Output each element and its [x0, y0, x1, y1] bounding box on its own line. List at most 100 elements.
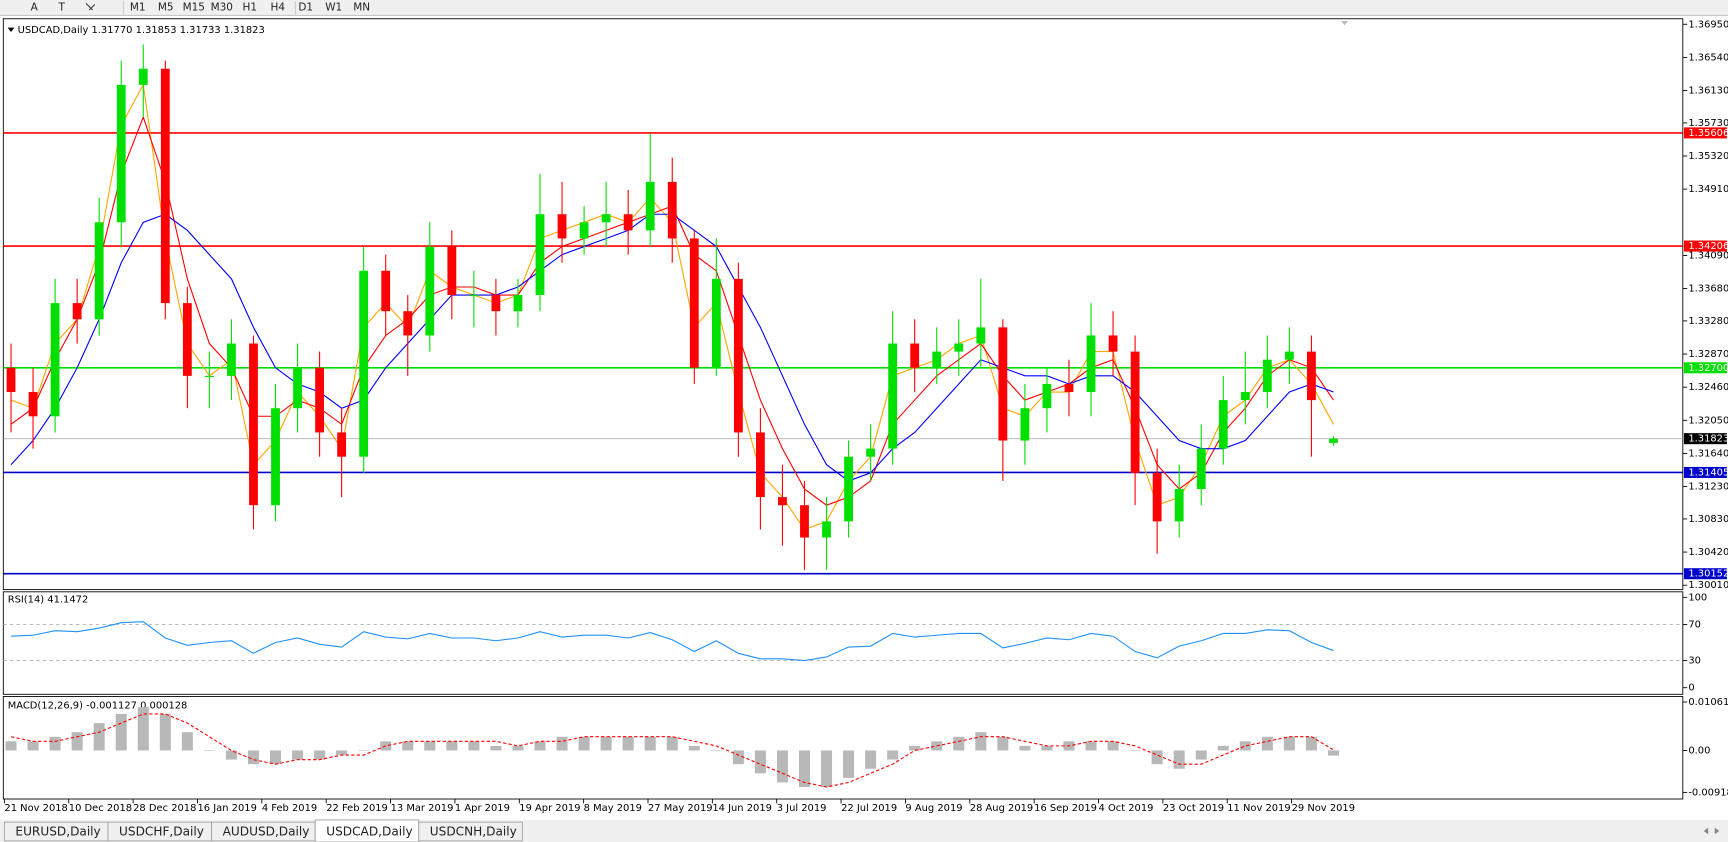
x-tick-label: 3 Jul 2019: [777, 803, 827, 814]
toolbar-bg: [0, 0, 1728, 16]
candle-body: [1284, 351, 1294, 360]
candle-body: [204, 375, 214, 377]
tool-button[interactable]: T: [58, 2, 66, 14]
macd-bar: [71, 732, 83, 751]
pencil-icon[interactable]: [85, 2, 96, 11]
macd-bar: [688, 745, 700, 751]
candle-body: [28, 392, 38, 417]
level-label: 1.31405: [1688, 467, 1728, 478]
candle-body: [844, 456, 853, 522]
candle-body: [1108, 335, 1118, 352]
y-tick-label: 1.31640: [1688, 448, 1728, 459]
rsi-pane: [2, 591, 1684, 695]
x-tick-label: 9 Aug 2019: [905, 803, 962, 814]
macd-bar: [1129, 750, 1141, 752]
x-tick-label: 8 May 2019: [584, 803, 642, 814]
macd-bar: [1107, 741, 1119, 751]
y-tick-label: 1.32870: [1688, 349, 1728, 360]
timeframe-button[interactable]: M5: [158, 2, 174, 14]
tab-label[interactable]: USDCHF,Daily: [119, 825, 204, 839]
x-tick-label: 28 Aug 2019: [970, 803, 1033, 814]
macd-bar: [1019, 745, 1031, 751]
x-tick-label: 10 Dec 2018: [69, 803, 132, 814]
macd-bar: [159, 713, 171, 751]
tab-scroll[interactable]: [1703, 827, 1720, 835]
candle-body: [160, 68, 170, 304]
candle-body: [425, 246, 435, 336]
x-tick-label: 29 Nov 2019: [1292, 803, 1355, 814]
level-label-bg: [1683, 240, 1727, 252]
candle-body: [1307, 351, 1316, 401]
macd-bar: [358, 750, 370, 752]
macd-bar: [887, 750, 899, 760]
macd-bar: [115, 713, 127, 751]
x-tick-label: 16 Jan 2019: [197, 803, 256, 814]
y-tick-label: 1.35730: [1688, 118, 1728, 129]
y-tick-label: 1.30830: [1688, 514, 1728, 525]
timeframe-button[interactable]: W1: [325, 2, 342, 14]
x-tick-label: 13 Mar 2019: [391, 803, 454, 814]
candle-body: [888, 343, 898, 449]
main-pane: [2, 18, 1684, 591]
candle-body: [733, 278, 743, 433]
candle-body: [1196, 448, 1206, 490]
candle-body: [667, 181, 677, 239]
macd-tick-label: 0.010615: [1688, 697, 1728, 708]
macd-bar: [556, 736, 568, 751]
tab-label[interactable]: USDCAD,Daily: [326, 825, 412, 839]
y-tick-label: 1.34090: [1688, 250, 1728, 261]
candle-body: [645, 181, 655, 231]
timeframe-button[interactable]: H4: [270, 2, 285, 14]
menu-arrow[interactable]: [7, 27, 15, 32]
candle-body: [535, 214, 545, 296]
x-tick-label: 1 Apr 2019: [455, 803, 510, 814]
macd-bar: [49, 736, 61, 751]
candle-body: [579, 222, 589, 239]
tool-button[interactable]: A: [31, 2, 39, 14]
candle-body: [72, 303, 82, 320]
macd-bar: [27, 741, 39, 751]
macd-title: MACD(12,26,9) -0.001127 0.000128: [8, 700, 188, 711]
macd-bar: [821, 750, 833, 787]
candle-body: [1042, 383, 1052, 409]
macd-bar: [446, 741, 458, 751]
timeframe-button[interactable]: M30: [211, 2, 233, 14]
candle-body: [866, 448, 876, 457]
candle-body: [271, 408, 280, 506]
macd-bar: [93, 723, 105, 751]
y-tick-label: 1.36540: [1688, 52, 1728, 63]
macd-bar: [270, 750, 282, 765]
candle-body: [1329, 438, 1338, 443]
macd-bar: [578, 736, 590, 751]
macd-bar: [754, 750, 766, 774]
macd-bar: [1327, 750, 1339, 756]
timeframe-button[interactable]: MN: [353, 2, 370, 14]
macd-bar: [512, 745, 524, 751]
macd-bar: [1195, 750, 1207, 760]
macd-bar: [600, 736, 612, 751]
x-tick-label: 14 Jun 2019: [712, 803, 772, 814]
timeframe-button[interactable]: M1: [130, 2, 146, 14]
macd-bar: [534, 741, 546, 751]
timeframe-button[interactable]: M15: [183, 2, 205, 14]
macd-bar: [490, 745, 502, 751]
tab-label[interactable]: AUDUSD,Daily: [223, 825, 310, 839]
level-label-bg: [1683, 127, 1727, 139]
tab-label[interactable]: USDCNH,Daily: [430, 825, 517, 839]
candle-body: [381, 270, 391, 312]
tab-label[interactable]: EURUSD,Daily: [15, 825, 100, 839]
y-tick-label: 1.33680: [1688, 284, 1728, 295]
candle-body: [800, 505, 809, 538]
candle-body: [756, 432, 765, 498]
macd-bar: [247, 750, 259, 765]
candle-body: [1064, 383, 1074, 393]
candle-body: [182, 303, 192, 376]
timeframe-button[interactable]: H1: [242, 2, 257, 14]
candle-body: [227, 343, 236, 376]
candle-body: [623, 214, 633, 231]
timeframe-button[interactable]: D1: [298, 2, 313, 14]
tab-bg[interactable]: [418, 821, 523, 842]
candle-body: [513, 295, 523, 312]
rsi-tick-label: 30: [1688, 656, 1701, 667]
candle-body: [711, 278, 721, 368]
